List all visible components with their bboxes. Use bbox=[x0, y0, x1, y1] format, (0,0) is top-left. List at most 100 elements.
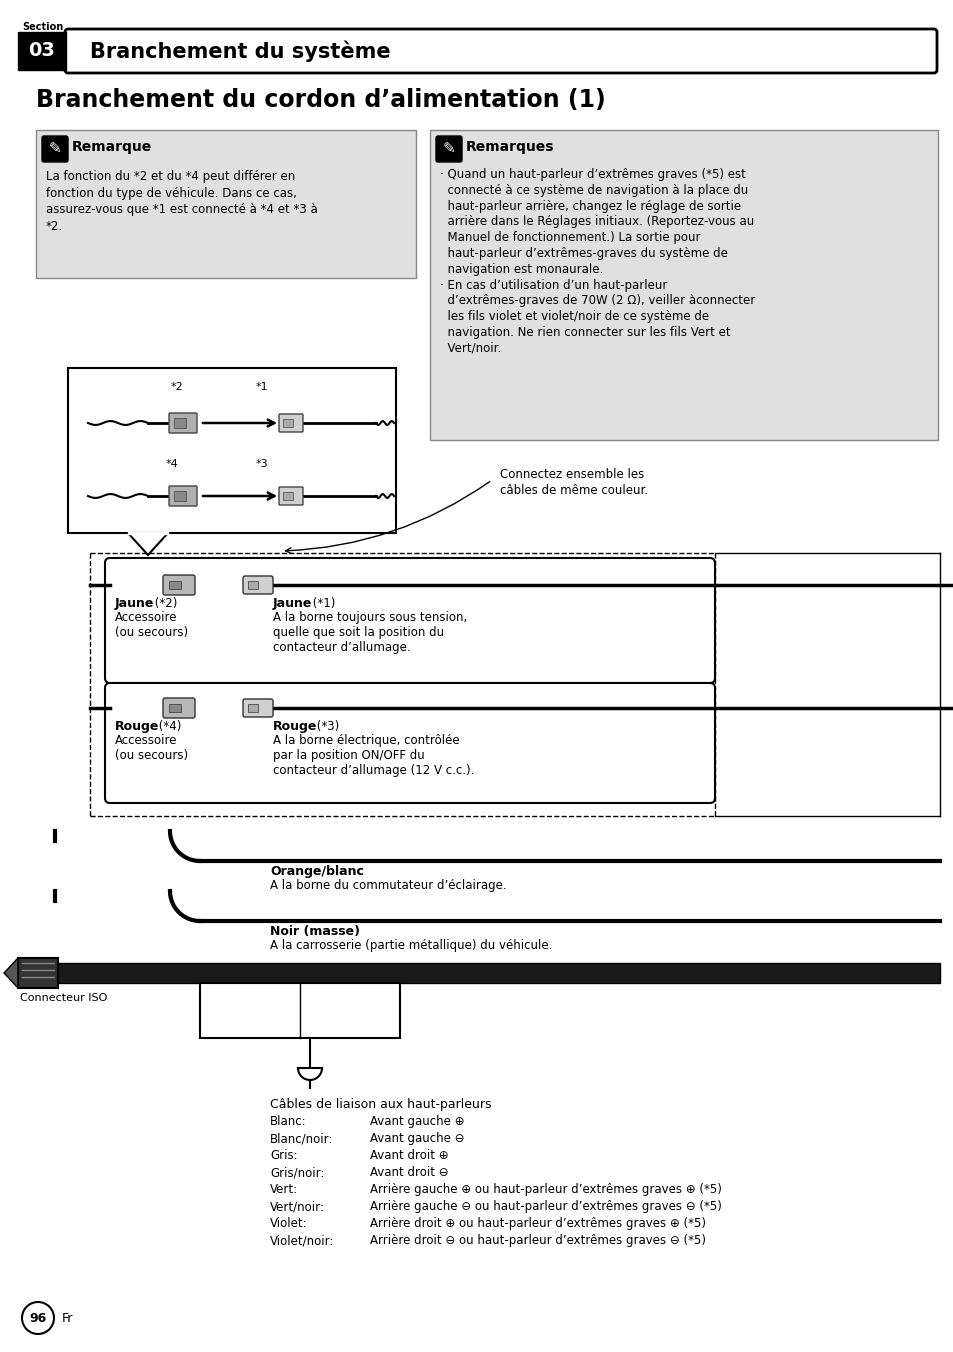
FancyBboxPatch shape bbox=[278, 414, 303, 433]
Text: *1: *1 bbox=[255, 383, 269, 392]
Text: *2.: *2. bbox=[46, 219, 63, 233]
Text: fonction du type de véhicule. Dans ce cas,: fonction du type de véhicule. Dans ce ca… bbox=[46, 187, 296, 200]
Text: Arrière gauche ⊖ ou haut-parleur d’extrêmes graves ⊖ (*5): Arrière gauche ⊖ ou haut-parleur d’extrê… bbox=[370, 1201, 721, 1213]
FancyBboxPatch shape bbox=[169, 704, 181, 713]
Text: (*3): (*3) bbox=[313, 721, 339, 733]
FancyBboxPatch shape bbox=[169, 581, 181, 589]
FancyBboxPatch shape bbox=[163, 575, 194, 595]
Text: *4: *4 bbox=[166, 458, 178, 469]
FancyBboxPatch shape bbox=[173, 418, 186, 429]
Text: A la borne électrique, contrôlée: A la borne électrique, contrôlée bbox=[273, 734, 459, 748]
Text: navigation est monaurale.: navigation est monaurale. bbox=[439, 262, 602, 276]
Text: *3: *3 bbox=[255, 458, 269, 469]
Text: contacteur d’allumage.: contacteur d’allumage. bbox=[273, 641, 410, 654]
Text: Section: Section bbox=[22, 22, 63, 32]
Text: connecté à ce système de navigation à la place du: connecté à ce système de navigation à la… bbox=[439, 184, 747, 197]
Polygon shape bbox=[128, 533, 168, 556]
Text: Manuel de fonctionnement.) La sortie pour: Manuel de fonctionnement.) La sortie pou… bbox=[439, 231, 700, 245]
FancyBboxPatch shape bbox=[283, 492, 293, 500]
Text: Connecteur ISO: Connecteur ISO bbox=[20, 992, 108, 1003]
FancyBboxPatch shape bbox=[243, 699, 273, 717]
Text: Jaune: Jaune bbox=[273, 598, 312, 610]
FancyBboxPatch shape bbox=[65, 28, 936, 73]
Text: arrière dans le Réglages initiaux. (Reportez-vous au: arrière dans le Réglages initiaux. (Repo… bbox=[439, 215, 754, 228]
Text: haut-parleur arrière, changez le réglage de sortie: haut-parleur arrière, changez le réglage… bbox=[439, 200, 740, 212]
Text: assurez-vous que *1 est connecté à *4 et *3 à: assurez-vous que *1 est connecté à *4 et… bbox=[46, 203, 317, 216]
Text: Fr: Fr bbox=[62, 1311, 73, 1325]
Text: La fonction du *2 et du *4 peut différer en: La fonction du *2 et du *4 peut différer… bbox=[46, 170, 294, 183]
Text: contacteur d’allumage (12 V c.c.).: contacteur d’allumage (12 V c.c.). bbox=[273, 764, 474, 777]
FancyBboxPatch shape bbox=[278, 487, 303, 506]
FancyBboxPatch shape bbox=[42, 137, 68, 162]
Text: Blanc:: Blanc: bbox=[270, 1115, 306, 1128]
Text: · Quand un haut-parleur d’extrêmes graves (*5) est: · Quand un haut-parleur d’extrêmes grave… bbox=[439, 168, 745, 181]
FancyBboxPatch shape bbox=[163, 698, 194, 718]
Text: câbles de même couleur.: câbles de même couleur. bbox=[499, 484, 647, 498]
Text: A la borne du commutateur d’éclairage.: A la borne du commutateur d’éclairage. bbox=[270, 879, 506, 892]
Text: Accessoire: Accessoire bbox=[115, 734, 177, 748]
Text: Avant gauche ⊖: Avant gauche ⊖ bbox=[370, 1132, 464, 1145]
Text: Rouge: Rouge bbox=[115, 721, 159, 733]
Text: Vert/noir:: Vert/noir: bbox=[270, 1201, 325, 1213]
FancyBboxPatch shape bbox=[169, 412, 196, 433]
Text: Accessoire: Accessoire bbox=[115, 611, 177, 625]
Text: Remarques: Remarques bbox=[465, 141, 554, 154]
FancyBboxPatch shape bbox=[18, 959, 58, 988]
Text: Rouge: Rouge bbox=[273, 721, 317, 733]
FancyBboxPatch shape bbox=[18, 32, 66, 70]
Text: Gris/noir:: Gris/noir: bbox=[270, 1165, 324, 1179]
FancyBboxPatch shape bbox=[169, 485, 196, 506]
FancyBboxPatch shape bbox=[430, 130, 937, 439]
Text: Branchement du système: Branchement du système bbox=[90, 41, 390, 62]
Text: Vert/noir.: Vert/noir. bbox=[439, 342, 500, 354]
Text: Arrière droit ⊖ ou haut-parleur d’extrêmes graves ⊖ (*5): Arrière droit ⊖ ou haut-parleur d’extrêm… bbox=[370, 1234, 705, 1247]
Text: *2: *2 bbox=[171, 383, 184, 392]
Text: Branchement du cordon d’alimentation (1): Branchement du cordon d’alimentation (1) bbox=[36, 88, 605, 112]
FancyBboxPatch shape bbox=[105, 683, 714, 803]
Text: (ou secours): (ou secours) bbox=[115, 626, 188, 639]
Text: d’extrêmes-graves de 70W (2 Ω), veiller àconnecter: d’extrêmes-graves de 70W (2 Ω), veiller … bbox=[439, 295, 755, 307]
Text: Connectez ensemble les: Connectez ensemble les bbox=[499, 468, 643, 481]
Text: (*1): (*1) bbox=[309, 598, 335, 610]
Text: (*2): (*2) bbox=[151, 598, 177, 610]
Text: Remarque: Remarque bbox=[71, 141, 152, 154]
Polygon shape bbox=[4, 959, 18, 988]
Text: Arrière gauche ⊕ ou haut-parleur d’extrêmes graves ⊕ (*5): Arrière gauche ⊕ ou haut-parleur d’extrê… bbox=[370, 1183, 721, 1197]
Text: Avant droit ⊖: Avant droit ⊖ bbox=[370, 1165, 448, 1179]
Text: Violet/noir:: Violet/noir: bbox=[270, 1234, 334, 1247]
Text: haut-parleur d’extrêmes-graves du système de: haut-parleur d’extrêmes-graves du systèm… bbox=[439, 247, 727, 260]
Text: Jaune: Jaune bbox=[115, 598, 154, 610]
FancyBboxPatch shape bbox=[436, 137, 461, 162]
Text: par la position ON/OFF du: par la position ON/OFF du bbox=[273, 749, 424, 763]
FancyBboxPatch shape bbox=[55, 963, 939, 983]
FancyBboxPatch shape bbox=[283, 419, 293, 427]
Text: les fils violet et violet/noir de ce système de: les fils violet et violet/noir de ce sys… bbox=[439, 310, 708, 323]
Text: quelle que soit la position du: quelle que soit la position du bbox=[273, 626, 444, 639]
FancyBboxPatch shape bbox=[248, 581, 257, 589]
Text: ✎: ✎ bbox=[442, 142, 455, 157]
FancyBboxPatch shape bbox=[105, 558, 714, 683]
Circle shape bbox=[22, 1302, 54, 1334]
Text: Vert:: Vert: bbox=[270, 1183, 297, 1197]
Text: 03: 03 bbox=[29, 42, 55, 61]
Text: A la carrosserie (partie métallique) du véhicule.: A la carrosserie (partie métallique) du … bbox=[270, 940, 552, 952]
FancyBboxPatch shape bbox=[200, 983, 399, 1038]
Text: Gris:: Gris: bbox=[270, 1149, 297, 1161]
Text: Noir (masse): Noir (masse) bbox=[270, 925, 359, 938]
Text: Arrière droit ⊕ ou haut-parleur d’extrêmes graves ⊕ (*5): Arrière droit ⊕ ou haut-parleur d’extrêm… bbox=[370, 1217, 705, 1230]
Text: Avant droit ⊕: Avant droit ⊕ bbox=[370, 1149, 448, 1161]
Text: A la borne toujours sous tension,: A la borne toujours sous tension, bbox=[273, 611, 467, 625]
Text: (*4): (*4) bbox=[154, 721, 181, 733]
Text: navigation. Ne rien connecter sur les fils Vert et: navigation. Ne rien connecter sur les fi… bbox=[439, 326, 730, 339]
Text: ✎: ✎ bbox=[49, 142, 61, 157]
FancyBboxPatch shape bbox=[248, 704, 257, 713]
Text: Violet:: Violet: bbox=[270, 1217, 307, 1230]
Text: (ou secours): (ou secours) bbox=[115, 749, 188, 763]
Text: · En cas d’utilisation d’un haut-parleur: · En cas d’utilisation d’un haut-parleur bbox=[439, 279, 667, 292]
FancyBboxPatch shape bbox=[173, 491, 186, 502]
FancyBboxPatch shape bbox=[243, 576, 273, 594]
Text: Câbles de liaison aux haut-parleurs: Câbles de liaison aux haut-parleurs bbox=[270, 1098, 491, 1111]
Text: Orange/blanc: Orange/blanc bbox=[270, 865, 363, 877]
Text: Blanc/noir:: Blanc/noir: bbox=[270, 1132, 333, 1145]
FancyBboxPatch shape bbox=[68, 368, 395, 533]
